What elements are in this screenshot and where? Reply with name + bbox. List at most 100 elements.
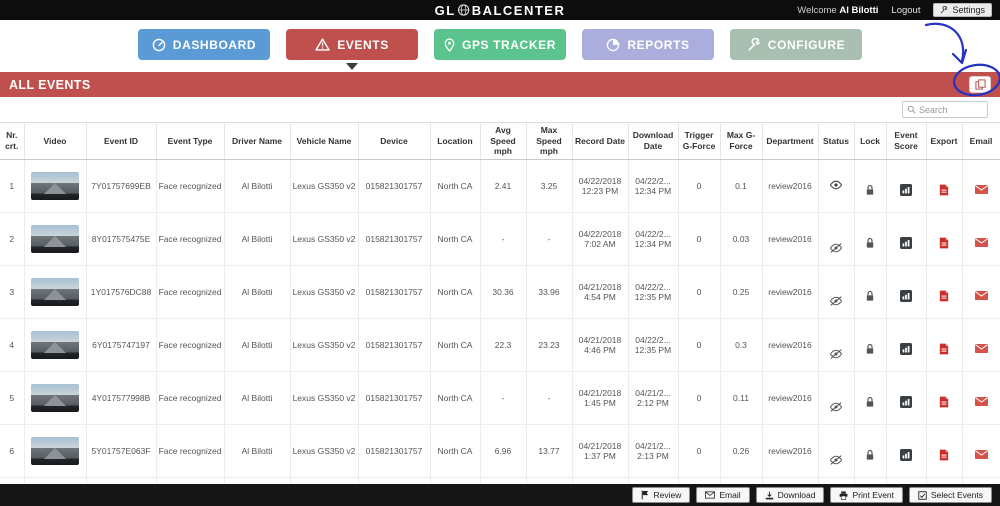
max-gforce-cell: 0.25 [720, 265, 763, 319]
nav-tab-dashboard[interactable]: DASHBOARD [138, 29, 270, 60]
record-date-cell: 04/21/2018 1:37 PM [572, 424, 629, 478]
column-header[interactable]: Driver Name [224, 122, 291, 160]
vehicle-name-cell: Lexus GS350 v2 [290, 159, 359, 213]
column-header[interactable]: Department [762, 122, 819, 160]
table-row: 3 1Y017576DC88 Face recognized Al Bilott… [0, 265, 1000, 319]
download-date-cell: 04/22/2... 12:34 PM [628, 212, 679, 266]
event-id-cell: 6Y0175747197 [86, 318, 157, 372]
max-speed-cell: - [526, 371, 573, 425]
video-thumbnail[interactable] [31, 171, 79, 200]
column-header[interactable]: Export [926, 122, 963, 160]
logout-link[interactable]: Logout [891, 4, 921, 16]
print-event-button[interactable]: Print Event [830, 487, 904, 503]
video-thumbnail[interactable] [31, 383, 79, 412]
nav-tab-configure[interactable]: CONFIGURE [730, 29, 862, 60]
video-cell [24, 265, 87, 319]
lock-icon[interactable] [865, 449, 875, 461]
export-pdf-icon[interactable] [939, 396, 949, 408]
video-thumbnail[interactable] [31, 277, 79, 306]
status-unviewed-eye-slash-icon[interactable] [829, 296, 843, 306]
column-header[interactable]: Record Date [572, 122, 629, 160]
column-header[interactable]: Max Speed mph [526, 122, 573, 160]
nav-tab-events[interactable]: EVENTS [286, 29, 418, 70]
row-number-cell: 3 [0, 265, 25, 319]
status-unviewed-eye-slash-icon[interactable] [829, 243, 843, 253]
lock-icon[interactable] [865, 237, 875, 249]
table-row: 1 7Y01757699EB Face recognized Al Bilott… [0, 159, 1000, 213]
warning-triangle-icon [315, 38, 330, 51]
max-gforce-cell: 0.1 [720, 159, 763, 213]
email-icon[interactable] [974, 344, 988, 354]
status-cell [818, 212, 855, 266]
status-unviewed-eye-slash-icon[interactable] [829, 455, 843, 465]
email-icon[interactable] [974, 397, 988, 407]
column-header[interactable]: Location [430, 122, 481, 160]
column-header[interactable]: Email [962, 122, 1000, 160]
column-header[interactable]: Event Type [156, 122, 225, 160]
column-header[interactable]: Lock [854, 122, 887, 160]
video-thumbnail[interactable] [31, 224, 79, 253]
nav-tab-reports[interactable]: REPORTS [582, 29, 714, 60]
vehicle-name-cell: Lexus GS350 v2 [290, 318, 359, 372]
max-speed-cell: 33.96 [526, 265, 573, 319]
lock-icon[interactable] [865, 343, 875, 355]
select-events-button[interactable]: Select Events [909, 487, 992, 503]
event-score-icon[interactable] [900, 395, 912, 408]
column-header[interactable]: Avg Speed mph [480, 122, 527, 160]
lock-icon[interactable] [865, 290, 875, 302]
email-cell [962, 159, 1000, 213]
max-speed-cell: 13.77 [526, 424, 573, 478]
column-header[interactable]: Video [24, 122, 87, 160]
department-cell: review2016 [762, 212, 819, 266]
avg-speed-cell: 2.41 [480, 159, 527, 213]
event-score-icon[interactable] [900, 289, 912, 302]
export-pdf-icon[interactable] [939, 343, 949, 355]
status-unviewed-eye-slash-icon[interactable] [829, 402, 843, 412]
lock-icon[interactable] [865, 396, 875, 408]
department-cell: review2016 [762, 318, 819, 372]
export-pdf-icon[interactable] [939, 237, 949, 249]
email-icon[interactable] [974, 238, 988, 248]
export-pdf-icon[interactable] [939, 449, 949, 461]
column-header[interactable]: Trigger G-Force [678, 122, 721, 160]
event-score-icon[interactable] [900, 183, 912, 196]
event-score-icon[interactable] [900, 342, 912, 355]
export-cell [926, 371, 963, 425]
search-input[interactable] [919, 104, 983, 115]
column-header[interactable]: Event Score [886, 122, 927, 160]
video-cell [24, 212, 87, 266]
score-cell [886, 159, 927, 213]
column-header[interactable]: Download Date [628, 122, 679, 160]
column-header[interactable]: Vehicle Name [290, 122, 359, 160]
location-cell: North CA [430, 424, 481, 478]
email-icon[interactable] [974, 450, 988, 460]
review-button[interactable]: Review [632, 487, 691, 503]
department-cell: review2016 [762, 159, 819, 213]
email-icon[interactable] [974, 185, 988, 195]
settings-button[interactable]: Settings [933, 3, 992, 17]
event-score-icon[interactable] [900, 236, 912, 249]
export-pdf-icon[interactable] [939, 290, 949, 302]
column-header[interactable]: Event ID [86, 122, 157, 160]
event-score-icon[interactable] [900, 448, 912, 461]
status-viewed-eye-icon[interactable] [829, 180, 843, 190]
lock-icon[interactable] [865, 184, 875, 196]
column-header[interactable]: Max G-Force [720, 122, 763, 160]
download-button[interactable]: Download [755, 487, 825, 503]
status-unviewed-eye-slash-icon[interactable] [829, 349, 843, 359]
nav-tab-gps-tracker[interactable]: GPS TRACKER [434, 29, 566, 60]
column-header[interactable]: Device [358, 122, 431, 160]
video-thumbnail[interactable] [31, 436, 79, 465]
nav-tab-label: DASHBOARD [172, 37, 257, 52]
record-date-cell: 04/22/2018 12:23 PM [572, 159, 629, 213]
email-button[interactable]: Email [696, 487, 750, 503]
column-header[interactable]: Nr. crt. [0, 122, 25, 160]
configure-wrench-icon [747, 37, 761, 52]
email-icon[interactable] [974, 291, 988, 301]
export-pdf-icon[interactable] [939, 184, 949, 196]
section-bar: ALL EVENTS [0, 72, 1000, 97]
copy-events-button[interactable] [969, 76, 991, 93]
column-header[interactable]: Status [818, 122, 855, 160]
video-thumbnail[interactable] [31, 330, 79, 359]
globe-icon [457, 4, 471, 16]
